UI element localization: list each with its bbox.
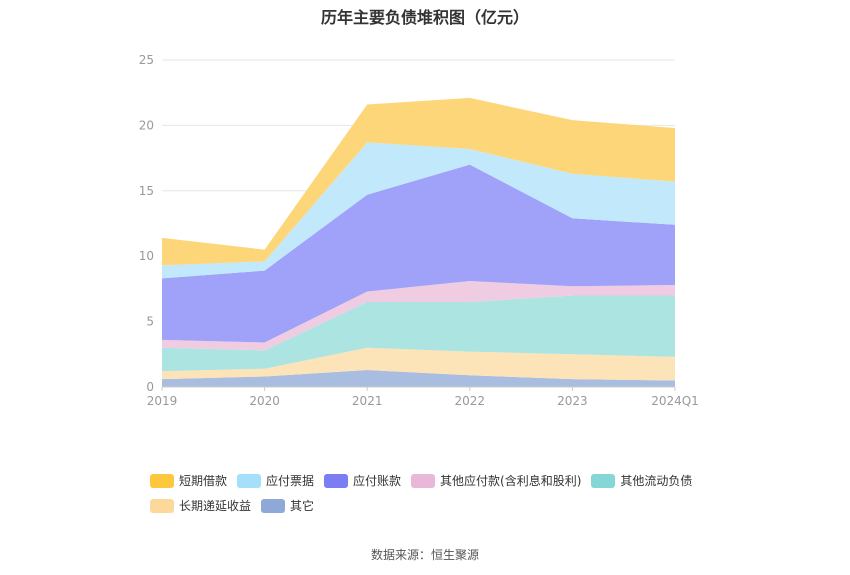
series-area — [162, 164, 675, 343]
legend-label: 长期递延收益 — [179, 499, 252, 513]
x-tick-label: 2019 — [147, 394, 178, 408]
data-source-note: 数据来源：恒生聚源 — [370, 548, 479, 562]
legend-item[interactable]: 其他流动负债 — [591, 472, 692, 489]
y-tick-label: 5 — [146, 315, 154, 329]
y-tick-label: 20 — [139, 118, 154, 132]
y-tick-label: 0 — [146, 380, 154, 394]
series-area — [162, 369, 675, 387]
legend-swatch — [150, 498, 174, 513]
legend-item[interactable]: 应付账款 — [324, 472, 401, 489]
legend-item[interactable]: 长期递延收益 — [150, 497, 251, 514]
chart-legend: 短期借款 应付票据 应付账款 其他应付款(含利息和股利) 其他流动负债长期递延收益 其它 — [150, 472, 750, 522]
legend-label: 其他流动负债 — [620, 474, 693, 488]
legend-label: 其他应付款(含利息和股利) — [440, 474, 582, 488]
y-tick-label: 15 — [139, 184, 154, 198]
legend-label: 应付票据 — [266, 474, 315, 488]
legend-item[interactable]: 其它 — [261, 497, 314, 514]
x-tick-label: 2024Q1 — [651, 394, 699, 408]
series-area — [162, 295, 675, 372]
series-area — [162, 97, 675, 266]
legend-swatch — [237, 473, 262, 488]
legend-swatch — [150, 473, 174, 488]
legend-label: 其它 — [290, 499, 315, 513]
y-tick-label: 25 — [139, 53, 154, 67]
legend-label: 短期借款 — [179, 474, 228, 488]
x-tick-label: 2022 — [455, 394, 486, 408]
legend-item[interactable]: 短期借款 — [150, 472, 227, 489]
x-tick-label: 2023 — [557, 394, 588, 408]
legend-label: 应付账款 — [353, 474, 402, 488]
x-tick-label: 2021 — [352, 394, 383, 408]
chart-title: 历年主要负债堆积图（亿元） — [320, 8, 529, 27]
legend-item[interactable]: 其他应付款(含利息和股利) — [411, 472, 581, 489]
legend-swatch — [411, 473, 436, 488]
legend-item[interactable]: 应付票据 — [237, 472, 314, 489]
series-area — [162, 347, 675, 381]
series-area — [162, 281, 675, 351]
legend-swatch — [324, 473, 349, 488]
series-area — [162, 142, 675, 279]
legend-swatch — [591, 473, 616, 488]
legend-swatch — [261, 498, 286, 513]
x-tick-label: 2020 — [249, 394, 280, 408]
y-tick-label: 10 — [139, 249, 154, 263]
